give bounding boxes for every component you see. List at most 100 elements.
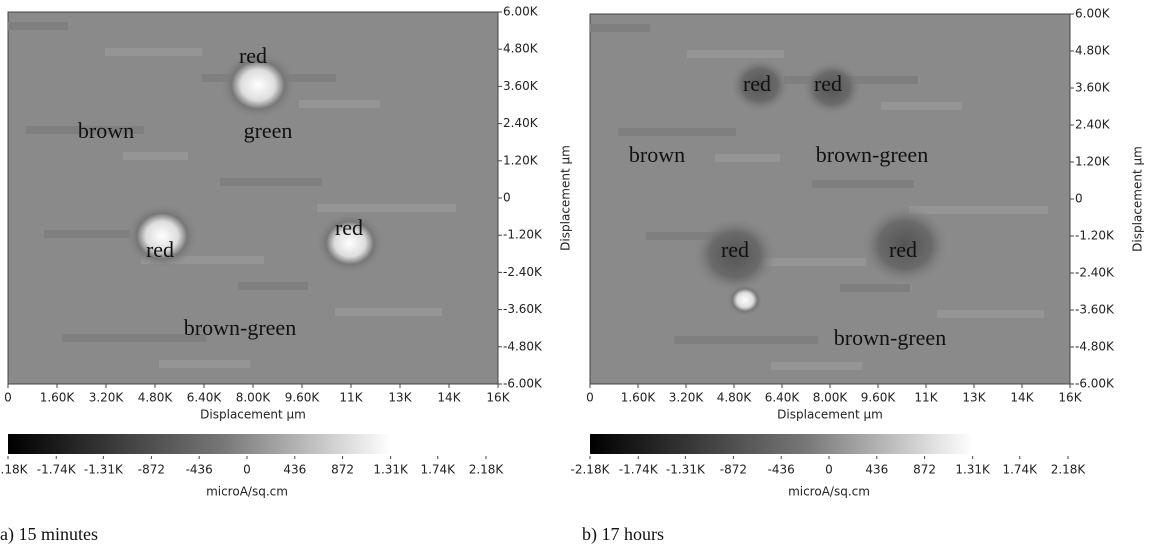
texture xyxy=(715,154,780,162)
texture xyxy=(687,50,784,58)
texture xyxy=(317,204,456,212)
annotation: brown-green xyxy=(834,325,946,350)
y-tick-label: -4.80K xyxy=(1075,340,1115,354)
colorbar-tick-label: 436 xyxy=(283,463,306,477)
colorbar-tick-label: 872 xyxy=(913,463,936,477)
x-tick-label: 16K xyxy=(1058,391,1082,405)
y-tick-label: -2.40K xyxy=(503,265,543,279)
colorbar-tick-label: -2.18K xyxy=(571,463,611,477)
y-tick-label: 0 xyxy=(503,191,511,205)
annotation: red xyxy=(814,71,842,96)
colorbar-tick-label: -872 xyxy=(720,463,747,477)
x-tick-label: 3.20K xyxy=(89,391,125,405)
y-tick-label: 2.40K xyxy=(1075,118,1111,132)
spot xyxy=(861,205,949,285)
x-tick-label: 14K xyxy=(1010,391,1034,405)
x-tick-label: 4.80K xyxy=(717,391,753,405)
y-tick-label: -6.00K xyxy=(503,377,543,391)
y-tick-label: -1.20K xyxy=(1075,229,1115,243)
spot xyxy=(316,212,384,274)
x-tick-label: 0 xyxy=(586,391,594,405)
caption: b) 17 hours xyxy=(582,524,664,545)
colorbar-tick-label: -872 xyxy=(138,463,165,477)
y-tick-label: 3.60K xyxy=(1075,81,1111,95)
y-tick-label: 1.20K xyxy=(1075,155,1111,169)
y-axis-label: Displacement µm xyxy=(559,145,573,251)
y-tick-label: -2.40K xyxy=(1075,266,1115,280)
texture xyxy=(618,128,736,136)
colorbar-tick-label: 1.74K xyxy=(420,463,456,477)
y-tick-label: -4.80K xyxy=(503,339,543,353)
y-tick-label: -3.60K xyxy=(1075,303,1115,317)
y-tick-label: 2.40K xyxy=(503,116,539,130)
y-tick-label: 3.60K xyxy=(503,79,539,93)
x-tick-label: 9.60K xyxy=(861,391,897,405)
x-tick-label: 6.40K xyxy=(187,391,223,405)
texture xyxy=(8,22,68,30)
spot xyxy=(802,61,862,115)
y-tick-label: 4.80K xyxy=(1075,44,1111,58)
texture xyxy=(812,180,914,188)
texture xyxy=(26,126,144,134)
annotation: red xyxy=(335,215,363,240)
x-tick-label: 4.80K xyxy=(138,391,174,405)
texture xyxy=(238,282,308,290)
colorbar-tick-label: 0 xyxy=(825,463,833,477)
colorbar-tick-label: 436 xyxy=(865,463,888,477)
annotation: red xyxy=(146,237,174,262)
colorbar-tick-label: -1.31K xyxy=(666,463,706,477)
texture xyxy=(840,284,910,292)
x-axis-label: Displacement µm xyxy=(200,408,306,422)
colorbar-tick-label: 0 xyxy=(243,463,251,477)
texture xyxy=(646,232,732,240)
y-tick-label: 0 xyxy=(1075,192,1083,206)
texture xyxy=(220,178,322,186)
colorbar-tick-label: -436 xyxy=(186,463,213,477)
colorbar-tick-label: 2.18K xyxy=(1051,463,1087,477)
x-tick-label: 14K xyxy=(437,391,461,405)
x-tick-label: 6.40K xyxy=(765,391,801,405)
texture xyxy=(771,362,862,370)
annotation: green xyxy=(244,118,293,143)
x-tick-label: 9.60K xyxy=(285,391,321,405)
colorbar-tick-label: -436 xyxy=(768,463,795,477)
colorbar-tick-label: -2.18K xyxy=(0,463,29,477)
texture xyxy=(937,310,1044,318)
texture xyxy=(909,206,1048,214)
x-axis-label: Displacement µm xyxy=(777,408,883,422)
texture xyxy=(743,258,866,266)
colorbar-tick-label: -1.31K xyxy=(84,463,124,477)
colorbar-tick-label: -1.74K xyxy=(619,463,659,477)
colorbar xyxy=(590,434,1068,454)
x-tick-label: 13K xyxy=(388,391,412,405)
colorbar-label: microA/sq.cm xyxy=(788,485,870,499)
x-tick-label: 1.60K xyxy=(621,391,657,405)
spot xyxy=(693,217,777,293)
texture xyxy=(335,308,442,316)
texture xyxy=(299,100,380,108)
y-tick-label: -1.20K xyxy=(503,228,543,242)
texture xyxy=(44,230,130,238)
x-tick-label: 16K xyxy=(486,391,510,405)
annotation: brown-green xyxy=(184,315,296,340)
annotation: red xyxy=(721,237,749,262)
colorbar xyxy=(8,434,486,454)
texture xyxy=(159,360,250,368)
texture xyxy=(141,256,264,264)
spot xyxy=(730,58,790,112)
texture xyxy=(881,102,962,110)
annotation: red xyxy=(743,71,771,96)
y-tick-label: 6.00K xyxy=(1075,7,1111,21)
texture xyxy=(674,336,818,344)
annotation: brown xyxy=(629,142,685,167)
colorbar-tick-label: 872 xyxy=(331,463,354,477)
colorbar-tick-label: 1.31K xyxy=(955,463,991,477)
x-tick-label: 13K xyxy=(962,391,986,405)
y-tick-label: 4.80K xyxy=(503,42,539,56)
x-tick-label: 11K xyxy=(914,391,938,405)
x-tick-label: 8.00K xyxy=(813,391,849,405)
spot xyxy=(220,50,296,120)
x-tick-label: 11K xyxy=(339,391,363,405)
colorbar-tick-label: -1.74K xyxy=(37,463,77,477)
